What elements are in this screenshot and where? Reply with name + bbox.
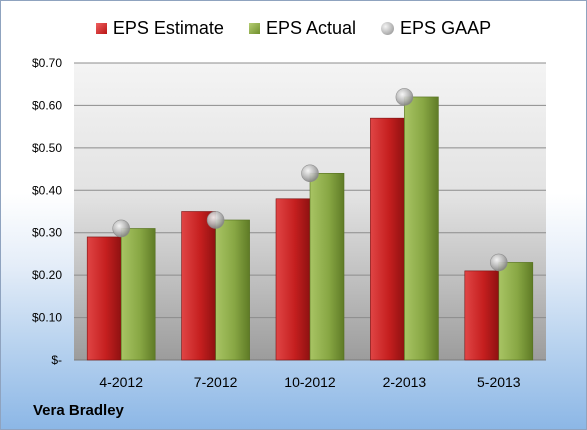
x-tick-label: 5-2013: [477, 374, 521, 390]
legend-label-gaap: EPS GAAP: [400, 18, 492, 39]
legend-label-estimate: EPS Estimate: [112, 18, 224, 39]
y-tick-label: $0.40: [32, 183, 62, 197]
legend: EPS Estimate EPS Actual EPS GAAP: [1, 17, 586, 39]
y-tick-label: $-: [51, 353, 62, 367]
y-tick-label: $0.20: [32, 268, 62, 282]
x-tick-label: 7-2012: [194, 374, 238, 390]
legend-item-estimate: EPS Estimate: [95, 17, 224, 39]
bar-eps-actual: [309, 173, 345, 361]
bar-eps-estimate: [370, 117, 405, 361]
point-eps-gaap: [489, 253, 508, 272]
bar-eps-estimate: [181, 211, 216, 361]
bar-eps-estimate: [464, 270, 500, 361]
legend-swatch-gaap: [381, 22, 395, 36]
bar-eps-actual: [498, 262, 534, 361]
y-tick-label: $0.50: [32, 141, 62, 155]
bar-eps-estimate: [86, 236, 122, 361]
company-name: Vera Bradley: [33, 402, 124, 419]
x-tick-label: 4-2012: [99, 374, 143, 390]
x-tick-label: 10-2012: [284, 374, 336, 390]
legend-item-gaap: EPS GAAP: [381, 17, 491, 39]
bar-eps-actual: [215, 219, 250, 361]
y-tick-label: $0.60: [32, 98, 62, 112]
point-eps-gaap: [301, 164, 319, 183]
point-eps-gaap: [206, 211, 225, 229]
legend-swatch-actual: [248, 23, 260, 35]
legend-swatch-estimate: [95, 23, 107, 35]
point-eps-gaap: [112, 219, 130, 238]
legend-label-actual: EPS Actual: [265, 18, 357, 39]
y-tick-label: $0.10: [32, 311, 62, 325]
bar-eps-estimate: [275, 198, 311, 361]
bar-eps-actual: [120, 228, 156, 361]
y-tick-label: $0.70: [32, 56, 62, 70]
bar-eps-actual: [404, 96, 439, 361]
y-tick-label: $0.30: [32, 226, 62, 240]
point-eps-gaap: [395, 88, 414, 106]
x-tick-label: 2-2013: [383, 374, 427, 390]
legend-item-actual: EPS Actual: [248, 17, 357, 39]
